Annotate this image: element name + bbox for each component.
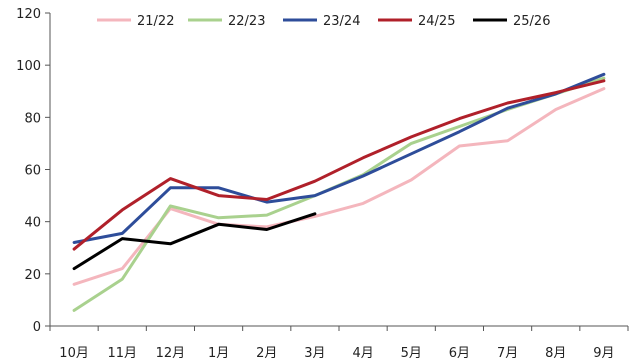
legend-label: 23/24 xyxy=(323,14,360,29)
y-tick-label: 0 xyxy=(33,320,41,335)
y-axis: 0 20 40 60 80 100 120 xyxy=(16,7,51,335)
series-lines xyxy=(72,72,606,312)
y-tick-label: 20 xyxy=(24,268,41,283)
y-tick-label: 40 xyxy=(24,216,41,231)
series-line-22-23 xyxy=(72,76,606,312)
y-tick-label: 100 xyxy=(16,59,41,74)
y-tick-label: 60 xyxy=(24,164,41,179)
series-line-23-24 xyxy=(72,72,606,244)
x-axis: 10月 11月 12月 1月 2月 3月 4月 5月 6月 7月 8月 9月 xyxy=(49,325,629,361)
x-tick-label: 6月 xyxy=(449,346,470,361)
x-tick-label: 12月 xyxy=(156,346,186,361)
series-line-24-25 xyxy=(72,79,606,251)
x-tick-label: 9月 xyxy=(593,346,614,361)
x-tick-label: 3月 xyxy=(304,346,325,361)
x-tick-label: 10月 xyxy=(59,346,89,361)
y-tick-label: 80 xyxy=(24,111,41,126)
x-tick-label: 8月 xyxy=(545,346,566,361)
series-line-25-26 xyxy=(72,212,317,271)
legend-label: 25/26 xyxy=(513,14,550,29)
legend-label: 24/25 xyxy=(418,14,455,29)
x-tick-label: 5月 xyxy=(401,346,422,361)
x-tick-label: 1月 xyxy=(208,346,229,361)
x-tick-label: 2月 xyxy=(256,346,277,361)
x-tick-label: 7月 xyxy=(497,346,518,361)
legend-label: 21/22 xyxy=(137,14,174,29)
legend-label: 22/23 xyxy=(228,14,265,29)
y-tick-label: 120 xyxy=(16,7,41,22)
legend: 21/22 22/23 23/24 24/25 25/26 xyxy=(97,14,550,29)
x-tick-label: 11月 xyxy=(107,346,137,361)
x-tick-label: 4月 xyxy=(352,346,373,361)
